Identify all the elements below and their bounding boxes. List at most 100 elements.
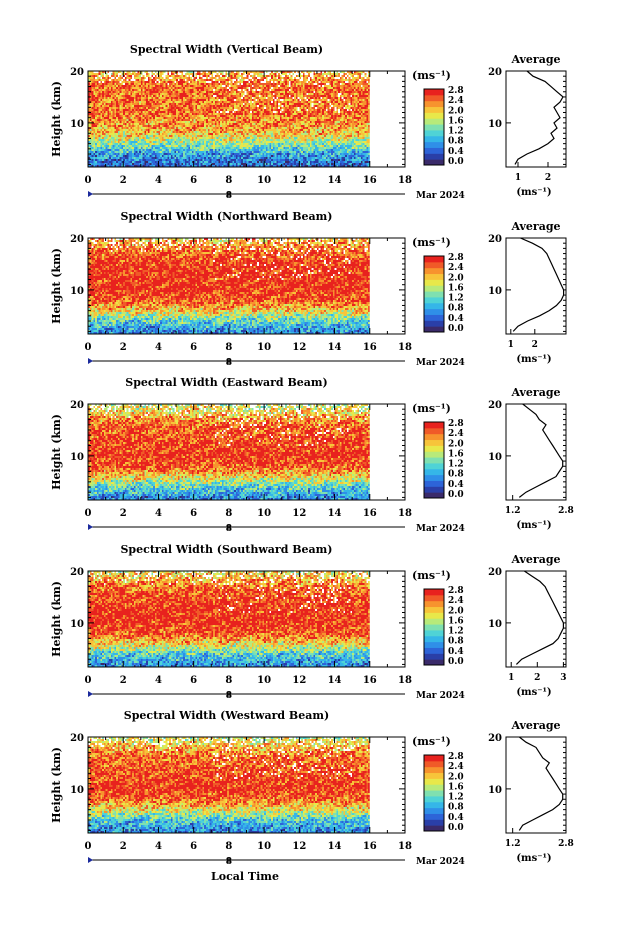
x-tick-label: 16 [363, 508, 377, 519]
colorbar-tick-label: 1.6 [448, 283, 464, 293]
avg-x-tick-label: 2.8 [558, 839, 574, 849]
colorbar-tick-label: 2.4 [448, 596, 464, 606]
colorbar-tick-label: 1.2 [448, 127, 464, 137]
x-tick-label: 10 [257, 508, 271, 519]
month-label: Mar 2024 [416, 191, 465, 201]
colorbar-swatch [424, 296, 444, 304]
colorbar-unit-label: (ms⁻¹) [412, 735, 451, 748]
colorbar-swatch [424, 124, 444, 131]
colorbar-tick-label: 1.2 [448, 460, 464, 470]
heatmap-raster [88, 238, 370, 334]
average-profile-line [515, 570, 565, 665]
x-tick-label: 14 [328, 342, 342, 353]
colorbar-swatch [424, 427, 444, 435]
colorbar-tick-label: 2.8 [448, 586, 464, 596]
heatmap-raster [88, 737, 370, 833]
colorbar-swatch [424, 784, 444, 791]
x-tick-label: 10 [257, 841, 271, 852]
average-frame [505, 736, 567, 834]
x-tick-label: 16 [363, 841, 377, 852]
x-tick-label: 6 [190, 342, 197, 353]
colorbar-swatch [424, 267, 444, 275]
colorbar-swatch [424, 612, 444, 619]
colorbar-swatch [424, 302, 444, 310]
colorbar-swatch [424, 795, 444, 803]
colorbar-tick-label: 2.8 [448, 253, 464, 263]
colorbar-swatch [424, 589, 444, 596]
colorbar-tick-label: 0.0 [448, 157, 464, 167]
x-tick-label: 18 [398, 675, 412, 686]
avg-y-tick-label: 20 [488, 234, 502, 245]
colorbar-tick-label: 1.2 [448, 294, 464, 304]
x-tick-label: 6 [190, 175, 197, 186]
avg-x-tick-label: 1 [508, 340, 514, 350]
avg-x-tick-label: 2 [545, 173, 551, 183]
x-tick-label: 2 [120, 675, 127, 686]
colorbar-swatch [424, 129, 444, 137]
x-tick-label: 10 [257, 675, 271, 686]
colorbar-tick-label: 2.0 [448, 772, 464, 782]
colorbar-swatch [424, 772, 444, 779]
colorbar-tick-label: 0.8 [448, 470, 464, 480]
avg-x-tick-label: 3 [560, 673, 566, 683]
colorbar-frame [423, 421, 445, 499]
avg-y-tick-label: 20 [488, 733, 502, 744]
y-tick-label: 20 [70, 400, 84, 411]
x-tick-label: 2 [120, 841, 127, 852]
avg-y-tick-label: 10 [488, 286, 502, 297]
average-title: Average [510, 386, 560, 399]
colorbar-swatch [424, 445, 444, 452]
colorbar-tick-label: 1.6 [448, 782, 464, 792]
month-label: Mar 2024 [416, 524, 465, 534]
avg-y-tick-label: 20 [488, 67, 502, 78]
colorbar-swatch [424, 153, 444, 160]
x-tick-label: 8 [225, 342, 232, 353]
colorbar-swatch [424, 273, 444, 280]
avg-x-unit-label: (ms⁻¹) [516, 520, 551, 531]
avg-y-tick-label: 10 [488, 452, 502, 463]
date-start-marker [88, 524, 93, 530]
average-profile-line [518, 736, 564, 831]
colorbar-frame [423, 754, 445, 832]
colorbar-tick-label: 2.0 [448, 106, 464, 116]
x-tick-label: 18 [398, 342, 412, 353]
colorbar-frame [423, 255, 445, 333]
month-label: Mar 2024 [416, 857, 465, 867]
x-tick-label: 8 [225, 841, 232, 852]
colorbar-swatch [424, 641, 444, 648]
avg-x-tick-label: 2 [534, 673, 540, 683]
colorbar-swatch [424, 813, 444, 820]
x-tick-label: 0 [85, 342, 92, 353]
x-tick-label: 18 [398, 508, 412, 519]
colorbar-tick-label: 0.0 [448, 823, 464, 833]
y-tick-label: 20 [70, 234, 84, 245]
x-tick-label: 4 [155, 675, 162, 686]
colorbar-swatch [424, 94, 444, 102]
avg-y-tick-label: 10 [488, 619, 502, 630]
month-label: Mar 2024 [416, 358, 465, 368]
y-tick-label: 10 [70, 286, 84, 297]
x-axis-label: Local Time [211, 870, 279, 883]
x-tick-label: 14 [328, 841, 342, 852]
avg-y-tick-label: 10 [488, 119, 502, 130]
x-tick-label: 2 [120, 175, 127, 186]
y-tick-label: 20 [70, 733, 84, 744]
heatmap-raster [88, 71, 370, 167]
colorbar-swatch [424, 89, 444, 96]
colorbar-swatch [424, 778, 444, 785]
x-tick-label: 6 [190, 675, 197, 686]
average-title: Average [510, 220, 560, 233]
x-tick-label: 18 [398, 175, 412, 186]
x-tick-label: 10 [257, 175, 271, 186]
avg-y-tick-label: 10 [488, 785, 502, 796]
y-axis-label: Height (km) [50, 581, 63, 657]
avg-x-tick-label: 1 [515, 173, 521, 183]
y-axis-label: Height (km) [50, 747, 63, 823]
y-axis-label: Height (km) [50, 414, 63, 490]
colorbar-swatch [424, 755, 444, 762]
date-label: 8 [226, 524, 232, 534]
colorbar-swatch [424, 635, 444, 643]
y-axis-label: Height (km) [50, 81, 63, 157]
y-tick-label: 20 [70, 567, 84, 578]
beam-panel: Spectral Width (Northward Beam)1020Heigh… [50, 210, 567, 368]
